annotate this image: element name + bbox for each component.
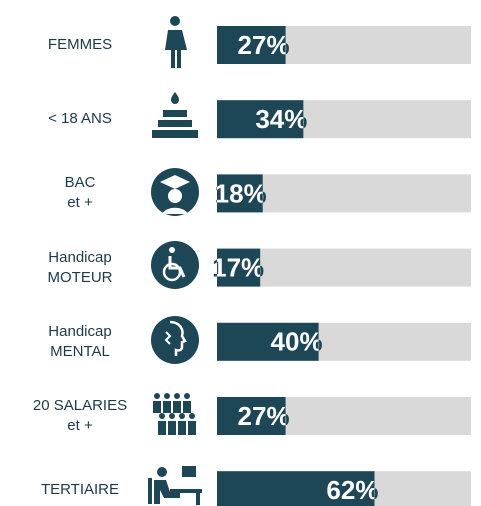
value-label-shadow: 40% xyxy=(271,327,323,357)
bar xyxy=(217,248,261,287)
category-label: 20 SALARIES et + xyxy=(32,397,128,434)
value-label-shadow: 34% xyxy=(255,104,307,134)
value-label: 27% xyxy=(238,30,290,60)
bar xyxy=(217,174,263,213)
icon-group xyxy=(153,393,196,435)
bar xyxy=(217,471,375,506)
value-label-shadow: 18% xyxy=(215,178,267,208)
category-label: < 18 ANS xyxy=(48,110,112,128)
bar xyxy=(217,397,286,435)
bar xyxy=(217,100,304,139)
icon-woman xyxy=(165,16,187,68)
bar xyxy=(217,322,319,361)
value-label: 40% xyxy=(271,327,323,357)
icon-cake xyxy=(152,92,198,138)
category-label: Handicap MENTAL xyxy=(48,322,112,360)
category-label: FEMMES xyxy=(47,36,113,53)
value-label: 34% xyxy=(255,104,307,134)
icon-wheelchair xyxy=(151,241,199,289)
icons xyxy=(148,16,202,505)
value-label: 62% xyxy=(326,475,378,505)
value-label-shadow: 17% xyxy=(212,252,264,282)
value-label: 27% xyxy=(238,401,290,431)
icon-mental xyxy=(151,316,199,364)
value-label: 17% xyxy=(212,252,264,282)
category-label: BAC et + xyxy=(64,174,96,212)
icon-desk xyxy=(148,466,202,505)
bar xyxy=(217,26,286,64)
icon-graduate xyxy=(151,168,199,216)
value-label: 18% xyxy=(215,178,267,208)
value-label-shadow: 27% xyxy=(238,401,290,431)
category-label: TERTIAIRE xyxy=(40,481,120,499)
value-label-shadow: 62% xyxy=(326,475,378,505)
category-label: Handicap MOTEUR xyxy=(47,248,113,286)
value-label-shadow: 27% xyxy=(238,30,290,60)
